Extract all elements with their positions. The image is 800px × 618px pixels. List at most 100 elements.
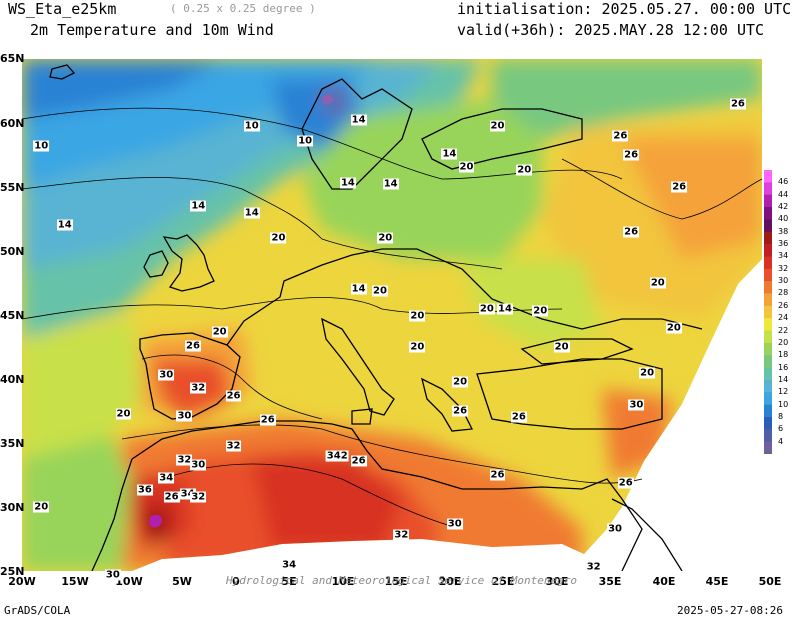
lat-label-40n: 40N	[0, 373, 25, 386]
contour-label: 20	[115, 408, 132, 420]
contour-label: 26	[163, 491, 180, 503]
contour-label: 10	[33, 140, 50, 152]
lat-label-35n: 35N	[0, 437, 25, 450]
contour-label: 14	[350, 283, 367, 295]
contour-label: 30	[158, 369, 175, 381]
contour-label: 14	[190, 200, 207, 212]
contour-label: 30	[607, 523, 624, 535]
contour-label: 30	[176, 410, 193, 422]
colorbar-cell	[764, 416, 772, 430]
colorbar-level-label: 14	[778, 374, 789, 384]
europe-coast	[226, 248, 703, 346]
agency-watermark: Hydrological and Meteorological Service …	[226, 574, 577, 587]
lon-label-20e: 20E	[438, 575, 462, 588]
contour-label: 26	[510, 411, 527, 423]
colorbar-level-label: 46	[778, 177, 789, 187]
contour-label: 34	[158, 472, 175, 484]
colorbar-level-label: 12	[778, 387, 789, 397]
contour-label: 14	[382, 178, 399, 190]
lon-label-5w: 5W	[172, 575, 192, 588]
valid-time: valid(+36h): 2025.MAY.28 12:00 UTC	[457, 21, 765, 39]
contour-label: 14	[497, 303, 513, 315]
colorbar-cell	[764, 318, 772, 332]
contour-label: 26	[623, 226, 640, 238]
contour-label: 26	[671, 181, 688, 193]
contour-label: 14	[56, 219, 73, 231]
north-africa-coast	[131, 420, 643, 571]
product-title: 2m Temperature and 10m Wind	[30, 21, 274, 39]
temperature-field	[22, 59, 762, 571]
lon-label-35e: 35E	[598, 575, 622, 588]
contour-label: 20	[553, 341, 570, 353]
contour-label: 26	[729, 98, 746, 110]
contour-label: 20	[478, 303, 495, 315]
colorbar-cell	[764, 182, 772, 196]
model-name: WS_Eta_e25km	[8, 0, 117, 18]
contour-label: 10	[243, 120, 260, 132]
colorbar-level-label: 34	[778, 251, 789, 261]
colorbar-level-label: 18	[778, 350, 789, 360]
lon-label-30e: 30E	[545, 575, 569, 588]
colorbar-cell	[764, 429, 772, 443]
colorbar-level-label: 26	[778, 300, 789, 310]
colorbar-level-label: 10	[778, 399, 789, 409]
red-sea-coast	[611, 498, 683, 571]
contour-label: 20	[489, 120, 506, 132]
contour-label: 20	[639, 367, 656, 379]
italy-coast	[321, 317, 395, 416]
lon-label-10w: 10W	[115, 575, 143, 588]
contour-label: 20	[270, 232, 287, 244]
contour-label: 26	[225, 390, 242, 402]
contour-label: 20	[458, 161, 475, 173]
colorbar-level-label: 4	[778, 436, 784, 446]
lon-label-15w: 15W	[61, 575, 89, 588]
colorbar-level-label: 16	[778, 362, 789, 372]
contour-label: 26	[617, 477, 634, 489]
contour-label: 20	[452, 376, 469, 388]
sicily-coast	[351, 408, 373, 425]
colorbar-level-label: 6	[778, 424, 784, 434]
lat-label-50n: 50N	[0, 245, 25, 258]
colorbar-level-label: 30	[778, 276, 789, 286]
contour-label: 32	[176, 454, 193, 466]
contour-label: 20	[532, 305, 549, 317]
contour-label: 26	[452, 405, 469, 417]
colorbar-level-label: 22	[778, 325, 789, 335]
contour-label: 26	[612, 130, 629, 142]
colorbar-level-label: 36	[778, 239, 789, 249]
contour-label: 32	[393, 529, 410, 541]
colorbar-cell	[764, 293, 772, 307]
contour-label: 342	[325, 450, 349, 462]
contour-label: 20	[649, 277, 666, 289]
colorbar-cell	[764, 244, 772, 257]
colorbar-level-label: 8	[778, 411, 784, 421]
colorbar-cell	[764, 330, 772, 344]
contour-label: 20	[516, 164, 533, 176]
scandinavia-coast	[301, 78, 413, 190]
colorbar-level-label: 40	[778, 214, 789, 224]
contour-label: 20	[409, 341, 426, 353]
contour-label: 32	[225, 440, 242, 452]
colorbar-cell	[764, 392, 772, 406]
contour-label: 30	[190, 459, 207, 471]
contour-label: 14	[339, 177, 356, 189]
colorbar-level-label: 28	[778, 288, 789, 298]
colorbar-cell	[764, 268, 772, 282]
lon-label-5e: 5E	[281, 575, 297, 588]
colorbar-level-label: 20	[778, 337, 789, 347]
iberia-coast	[139, 332, 241, 420]
lon-label-45e: 45E	[705, 575, 729, 588]
lon-label-0: 0	[232, 575, 240, 588]
contour-label: 32	[190, 491, 207, 503]
contour-label: 26	[489, 469, 506, 481]
colorbar-cell	[764, 342, 772, 356]
colorbar-cell	[764, 355, 772, 369]
colorbar-level-label: 38	[778, 226, 789, 236]
lat-label-65n: 65N	[0, 52, 25, 65]
colorbar-cell	[764, 256, 772, 270]
colorbar-cell	[764, 441, 772, 454]
colorbar-level-label: 32	[778, 263, 789, 273]
colorbar-cell	[764, 207, 772, 220]
contour-label: 14	[350, 114, 367, 126]
colorbar-level-label: 24	[778, 313, 789, 323]
